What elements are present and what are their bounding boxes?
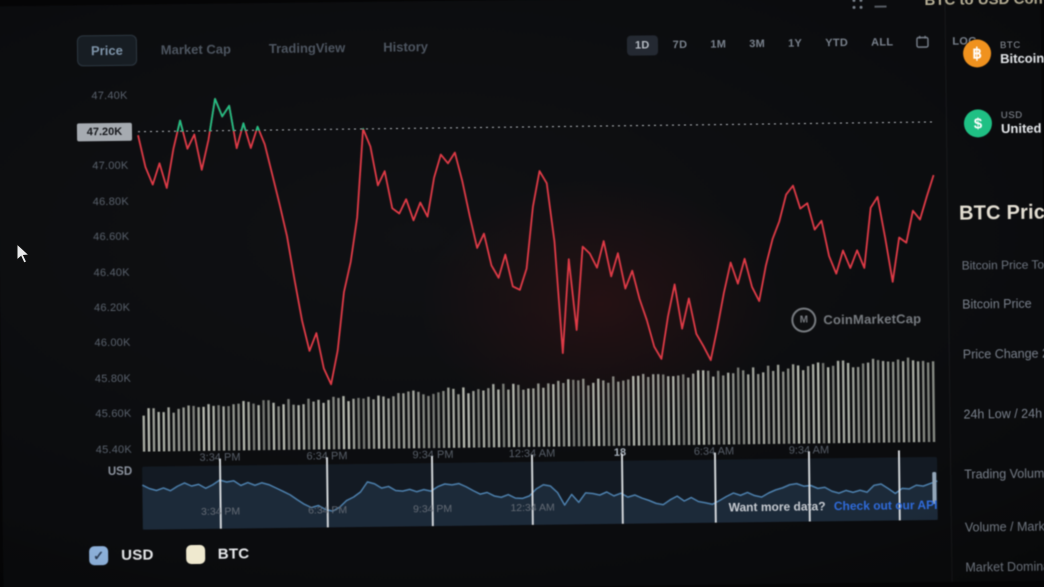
sidebar-item-bitcoin[interactable]: ฿ BTC Bitcoin [962,39,1044,68]
navigator-label-6-34-pm: 6:34 PM [308,504,348,517]
volume-bars [142,357,936,452]
y-axis-label: 46.60K [93,230,130,244]
range-1m[interactable]: 1M [710,37,727,51]
tab-tradingview[interactable]: TradingView [268,40,346,57]
y-axis-label: 45.60K [95,407,132,421]
range-1d[interactable]: 1D [626,34,658,56]
x-axis-label-6-34-am: 6:34 AM [693,445,735,458]
coinmarketcap-logo-icon: M [791,307,817,333]
range-3m[interactable]: 3M [749,37,766,50]
coin-symbol: BTC [999,39,1021,52]
api-promo-text: Want more data? [728,499,826,515]
price-line-up [137,97,935,133]
range-ytd[interactable]: YTD [825,36,849,49]
y-axis-label: 46.20K [93,301,131,315]
legend-label: BTC [217,545,250,563]
grid-dots-icon[interactable] [852,0,863,9]
y-axis-label: 46.80K [92,195,129,209]
tab-history[interactable]: History [383,39,429,55]
calendar-button[interactable] [908,31,937,52]
chart-tabs: Price Market Cap TradingView History [76,31,442,67]
navigator-label-3-34-pm: 3:34 PM [201,505,241,518]
api-link[interactable]: Check out our API [833,497,938,514]
currency-legend: ✓ USD BTC [89,544,250,566]
bitcoin-icon: ฿ [962,39,992,68]
y-axis-unit: USD [107,465,133,479]
y-axis-label: 45.40K [95,443,132,456]
converter-heading: BTC to USD Converter [924,0,1044,9]
stat-row-bitcoin-price: Bitcoin Price [962,296,1032,312]
navigator-label-9-34-pm: 9:34 PM [412,502,453,516]
stat-row-market-dominance: Market Dominance [965,559,1044,575]
watermark-text: CoinMarketCap [823,311,922,328]
calendar-icon [916,35,930,48]
legend-item-usd[interactable]: ✓ USD [89,546,154,566]
y-axis-label: 46.00K [94,337,131,350]
stat-row-volume-market-cap: Volume / Market Cap [964,519,1044,535]
legend-item-btc[interactable]: BTC [185,544,250,565]
range-1y[interactable]: 1Y [788,37,803,50]
mouse-cursor [16,243,32,265]
sidebar-item-usd[interactable]: $ USD United States Dollar [963,108,1044,138]
stats-heading: BTC Price Statistics [958,200,1044,225]
stats-subheading: Bitcoin Price Today [961,257,1044,273]
price-chart[interactable] [137,70,936,452]
y-axis-label: 46.40K [93,266,130,279]
price-line-down [137,97,935,386]
y-axis-label: 47.40K [91,89,128,102]
time-range-buttons: 1D 7D 1M 3M 1Y YTD ALL LOG [626,30,985,56]
chart-navigator-brush[interactable] [141,450,938,530]
coin-name: United States Dollar [1000,120,1044,137]
tab-market-cap[interactable]: Market Cap [160,41,231,58]
legend-label: USD [121,546,154,564]
x-axis-label-18: 18 [613,446,627,459]
stat-row-trading-volume: Trading Volume [964,466,1044,482]
range-all[interactable]: ALL [870,35,894,49]
y-axis-label: 47.00K [92,160,129,173]
api-promo: Want more data? Check out our API [729,498,938,515]
stat-row-price-change-24h: Price Change 24h [962,346,1044,362]
y-axis-label: 45.80K [94,372,132,386]
tab-price[interactable]: Price [76,34,138,67]
window-corner-icons [852,0,887,9]
current-price-label: 47.20K [76,122,133,142]
coinmarketcap-watermark: M CoinMarketCap [791,306,921,333]
legend-checkbox-usd[interactable]: ✓ [89,546,109,566]
legend-checkbox-btc[interactable] [185,544,205,565]
dash-icon[interactable] [874,5,887,8]
stat-row-24h-low-24h-high: 24h Low / 24h High [963,406,1044,422]
range-7d[interactable]: 7D [672,38,688,51]
coin-symbol: USD [1000,109,1023,122]
coin-name: Bitcoin [1000,50,1044,67]
dollar-icon: $ [963,109,993,138]
navigator-label-12-34-am: 12:34 AM [510,501,555,515]
panel-divider [944,0,953,582]
